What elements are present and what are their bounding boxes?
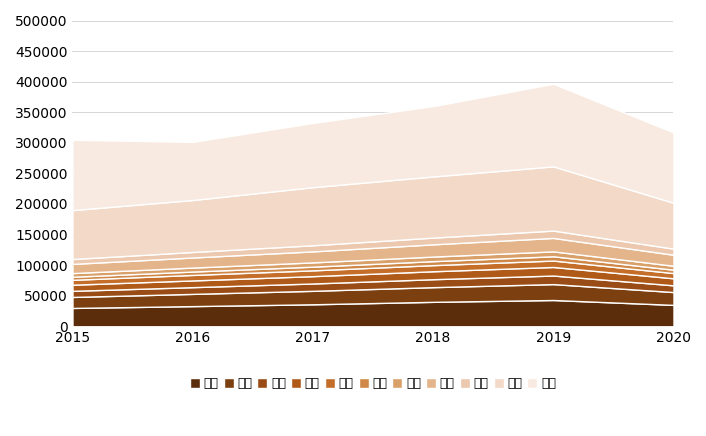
Legend: 深圳, 广州, 东莞, 珠海, 中山, 肇庆, 江门, 佛山, 惠州, 香港, 澳门: 深圳, 广州, 东莞, 珠海, 中山, 肇庆, 江门, 佛山, 惠州, 香港, …	[185, 372, 561, 395]
